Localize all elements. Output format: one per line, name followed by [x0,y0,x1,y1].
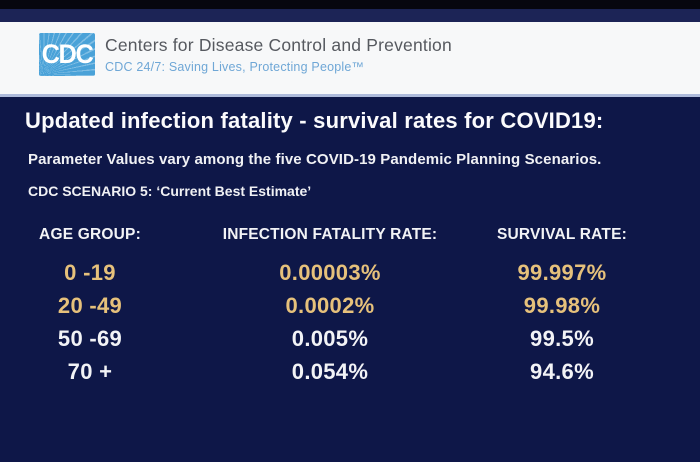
cell-survival-rate: 94.6% [530,359,594,384]
top-navy-strip [0,9,700,22]
cell-survival-rate: 99.5% [530,326,594,351]
cell-infection-fatality-rate: 0.00003% [279,260,381,285]
column-header-survival-rate: SURVIVAL RATE: [497,226,627,243]
cdc-logo-letters: CDC [41,39,94,69]
table-row: 50 -69 0.005% 99.5% [0,322,700,355]
slide-subtitle: Parameter Values vary among the five COV… [28,151,602,168]
table-row: 20 -49 0.0002% 99.98% [0,289,700,322]
slide-title: Updated infection fatality - survival ra… [25,108,604,133]
table-row: 70 + 0.054% 94.6% [0,355,700,388]
cell-infection-fatality-rate: 0.054% [291,359,369,384]
cdc-logo: CDC [39,33,95,76]
cdc-header-title: Centers for Disease Control and Preventi… [105,35,452,55]
table-body: 0 -19 0.00003% 99.997% 20 -49 0.0002% 99… [0,256,700,388]
column-header-infection-fatality-rate: INFECTION FATALITY RATE: [222,226,438,243]
table-header-row: AGE GROUP: INFECTION FATALITY RATE: SURV… [0,226,700,244]
cell-age-group: 0 -19 [64,260,116,285]
cell-age-group: 70 + [67,359,113,384]
cell-age-group: 20 -49 [57,293,123,318]
table-row: 0 -19 0.00003% 99.997% [0,256,700,289]
cell-age-group: 50 -69 [57,326,123,351]
cdc-header-text: Centers for Disease Control and Preventi… [105,33,452,74]
cdc-header-tagline: CDC 24/7: Saving Lives, Protecting Peopl… [105,60,365,74]
column-header-age-group: AGE GROUP: [39,226,141,243]
scenario-label: CDC SCENARIO 5: ‘Current Best Estimate’ [28,183,312,199]
cell-infection-fatality-rate: 0.005% [291,326,369,351]
slide-body: Updated infection fatality - survival ra… [0,97,700,388]
top-black-strip [0,0,700,9]
cell-survival-rate: 99.98% [523,293,601,318]
cell-infection-fatality-rate: 0.0002% [285,293,375,318]
cdc-header-band: CDC Centers for Disease Control and Prev… [0,22,700,97]
rates-table: AGE GROUP: INFECTION FATALITY RATE: SURV… [0,226,700,388]
cell-survival-rate: 99.997% [517,260,607,285]
